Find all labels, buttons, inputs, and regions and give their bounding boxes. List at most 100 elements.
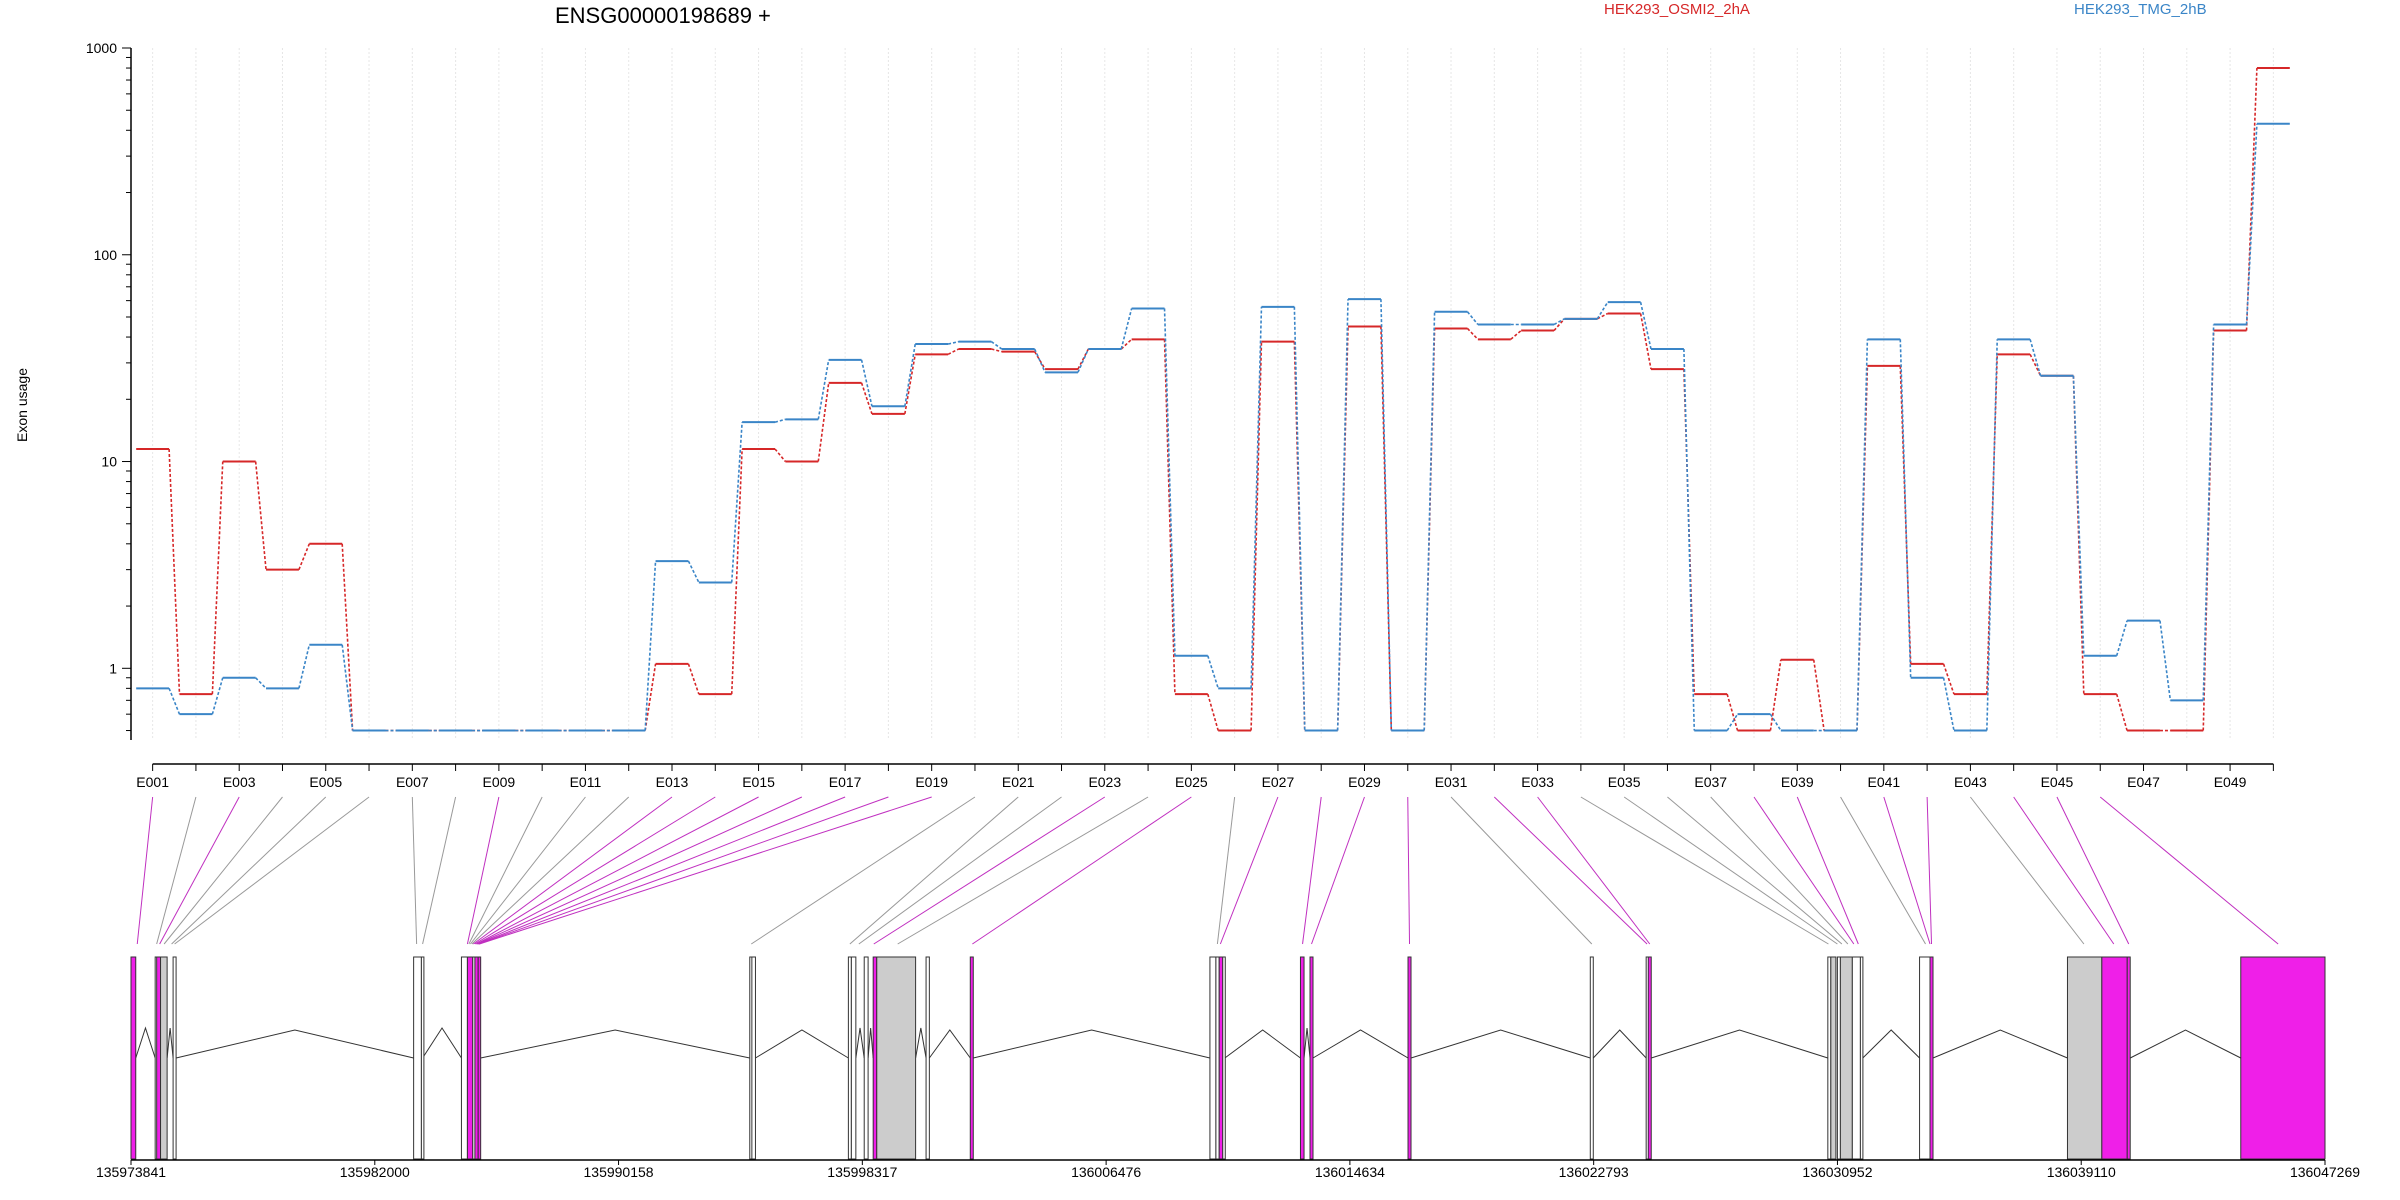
intron-line (755, 1029, 849, 1059)
x-tick-label: E007 (396, 774, 429, 790)
intron-line (422, 1027, 462, 1059)
series-link (1380, 299, 1393, 731)
series-link (1553, 318, 1566, 332)
x-tick-label: E015 (742, 774, 775, 790)
y-axis-label: Exon usage (14, 368, 30, 442)
exon-connector (477, 796, 846, 945)
exon-connector (466, 796, 500, 945)
exon-connector (156, 796, 197, 945)
x-tick-label: E003 (223, 774, 256, 790)
series-link (1769, 713, 1782, 731)
x-tick-label: E041 (1867, 774, 1900, 790)
vertical-gridlines (152, 48, 2274, 740)
series-link (774, 418, 786, 423)
series-link (2072, 375, 2085, 656)
x-tick-label: E029 (1348, 774, 1381, 790)
exon-block (863, 956, 869, 1160)
exon-block (477, 956, 482, 1160)
series-tmg (136, 122, 2290, 732)
exon-connector (159, 796, 240, 945)
series-link (1986, 339, 1999, 731)
genomic-tick-label: 136030952 (1802, 1164, 1872, 1180)
exon-connector (750, 796, 976, 945)
series-link (817, 359, 830, 420)
y-tick-label: 100 (94, 247, 118, 263)
series-link (1120, 338, 1133, 350)
series-link (168, 448, 181, 695)
genomic-tick-label: 135998317 (827, 1164, 897, 1180)
series-link (730, 422, 743, 583)
series-link (341, 543, 354, 731)
exon-connector (1926, 796, 1933, 945)
series-link (1942, 677, 1955, 731)
exon-connector (1537, 796, 1651, 945)
intron-line (1303, 1027, 1311, 1059)
series-link (298, 543, 311, 570)
series-link (1596, 312, 1609, 320)
series-link (644, 663, 657, 731)
series-link (2115, 620, 2128, 656)
exon-block (1407, 956, 1412, 1160)
exon-connector (2013, 796, 2115, 945)
series-link (687, 560, 700, 583)
intron-line (2129, 1029, 2241, 1059)
series-link (1423, 311, 1436, 731)
exon-block (1647, 956, 1652, 1160)
genomic-tick-label: 136006476 (1071, 1164, 1141, 1180)
series-link (1250, 341, 1263, 731)
series-lines (136, 67, 2290, 732)
series-link (860, 382, 873, 415)
x-axis-genomic: 135973841 135982000 135990158 135998317 1360… (96, 1159, 2360, 1180)
series-link (255, 677, 267, 689)
intron-line (867, 1027, 874, 1059)
exon-block (876, 956, 917, 1160)
exon-block (1309, 956, 1314, 1160)
series-link (1380, 326, 1393, 731)
series-link (1466, 311, 1479, 326)
series-link (990, 340, 1003, 350)
series-link (2115, 693, 2128, 731)
genomic-tick-label: 136039110 (2047, 1164, 2116, 1180)
series-link (298, 644, 311, 689)
series-link (991, 348, 1002, 353)
y-tick-label: 10 (101, 454, 117, 470)
x-tick-label: E047 (2127, 774, 2160, 790)
exon-connector (468, 796, 543, 945)
exon-connector (1840, 796, 1926, 945)
exon-connector (849, 796, 1019, 945)
series-link (1639, 313, 1652, 370)
series-link (211, 677, 224, 715)
exon-block (172, 956, 177, 1160)
exon-connector (171, 796, 327, 945)
y-axis: 1 10 100 1000 (86, 40, 132, 740)
exon-block (751, 956, 756, 1160)
series-link (1726, 713, 1739, 731)
series-link (2159, 620, 2172, 701)
x-tick-label: E001 (136, 774, 169, 790)
series-link (1942, 663, 1955, 695)
exon-connector (1407, 796, 1411, 945)
exon-block (2066, 956, 2103, 1160)
exon-block (925, 956, 930, 1160)
x-axis-exons: E001 E003 E005 E007 E009 E011 E013 E015 E017 E019… (136, 763, 2274, 790)
genomic-tick-label: 136022793 (1559, 1164, 1629, 1180)
exon-block (969, 956, 974, 1160)
intron-line (855, 1027, 865, 1059)
intron-line (166, 1027, 174, 1059)
x-tick-label: E017 (829, 774, 862, 790)
exon-connector (476, 796, 759, 945)
exon-connector (1753, 796, 1855, 945)
exon-connector (1580, 796, 1829, 945)
exon-connector (471, 796, 630, 945)
series-link (211, 461, 224, 695)
series-link (1033, 348, 1046, 373)
exon-connector (474, 796, 716, 945)
series-link (1726, 693, 1739, 731)
exon-block (872, 956, 878, 1160)
exon-connector (163, 796, 283, 945)
series-link (860, 359, 873, 407)
exon-connector (1970, 796, 2085, 945)
exon-block (1929, 956, 1934, 1160)
exon-block (130, 956, 137, 1160)
